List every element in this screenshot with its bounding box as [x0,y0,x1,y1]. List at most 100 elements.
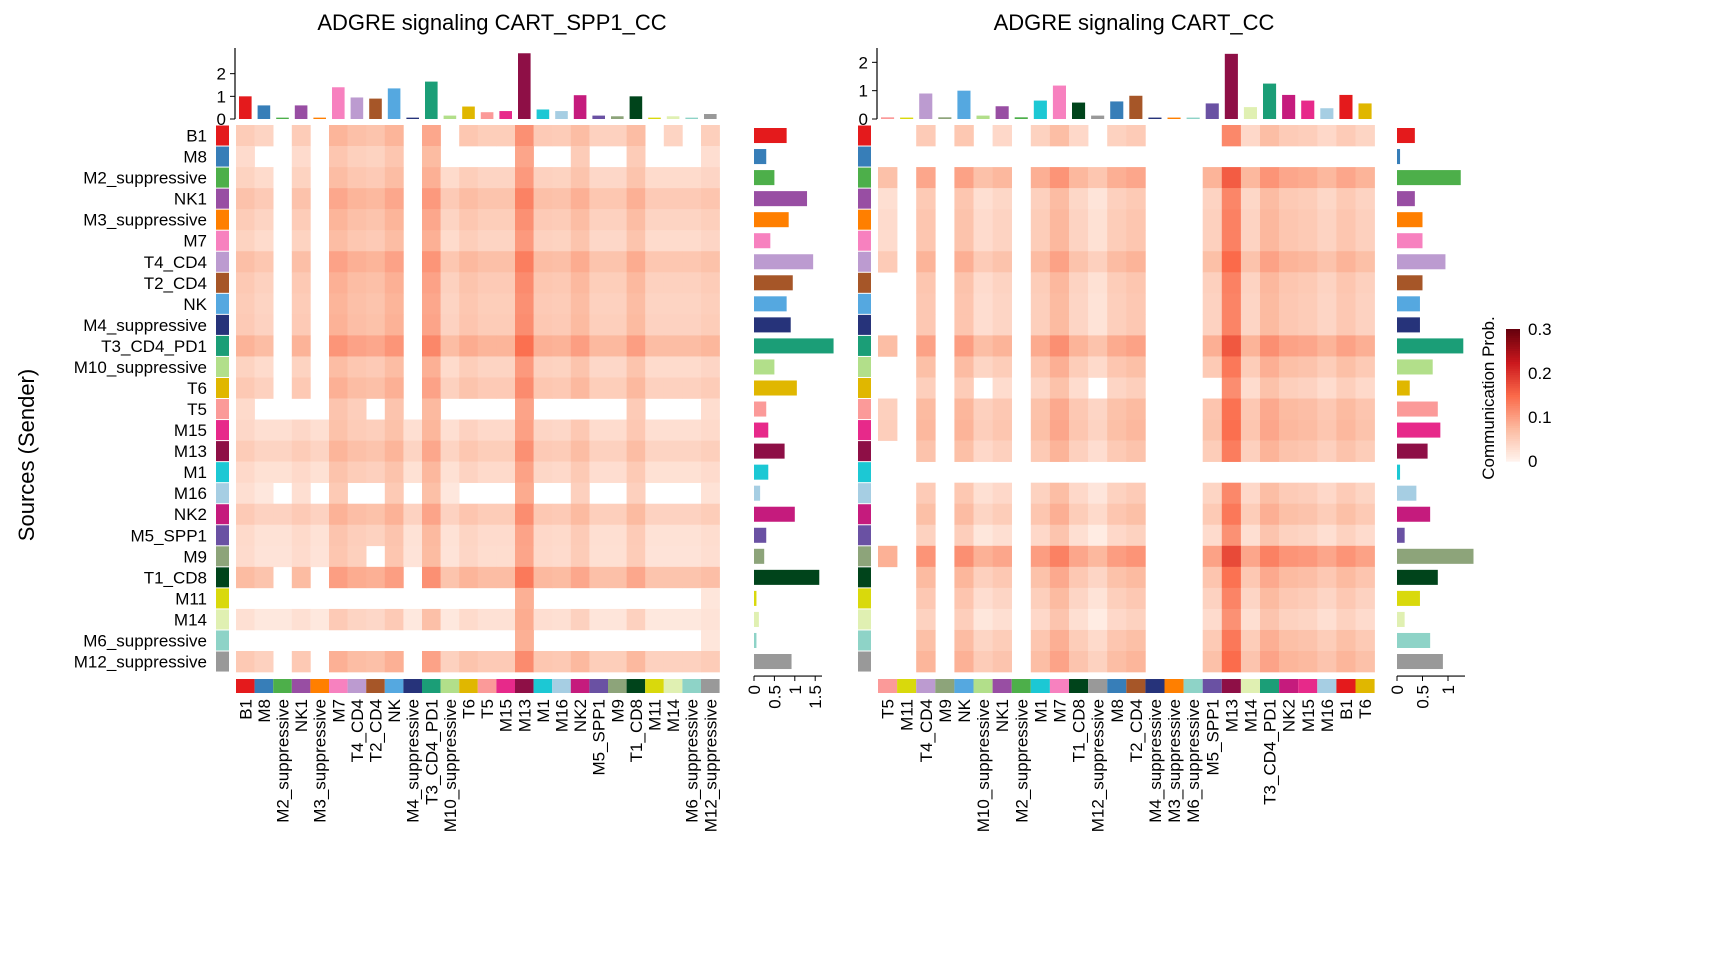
heatmap-cell [515,251,534,273]
heatmap-cell [1355,524,1375,547]
heatmap-cell [347,314,367,336]
heatmap-cell [645,608,665,631]
right-bar [754,464,769,480]
heatmap-cell [515,293,534,315]
right-bar [754,149,767,165]
heatmap-cell [1049,545,1070,568]
heatmap-cell [626,503,646,526]
top-axis-tick-label: 2 [217,65,226,84]
heatmap-cell [1240,377,1261,399]
heatmap-cell [515,461,534,483]
heatmap-cell [701,188,720,210]
heatmap-cell [329,230,348,252]
column-label: M2_suppressive [274,699,293,823]
heatmap-cell [1049,125,1070,147]
heatmap-cell [236,125,255,147]
right-bar [1397,590,1420,606]
top-bar [443,115,457,119]
heatmap-cell [682,503,702,526]
colorbar-segment [1506,344,1520,348]
column-label: M4_suppressive [1146,699,1165,823]
colorbar-segment [1506,421,1520,425]
heatmap-cell [1049,482,1070,505]
heatmap-cell [440,230,460,252]
heatmap-cell [477,251,497,273]
heatmap-cell [1069,566,1089,589]
column-label: NK [385,698,404,722]
column-label: M13 [515,699,534,732]
heatmap-cell [533,651,553,673]
heatmap-cell [1107,335,1127,357]
heatmap-cell [422,503,441,526]
heatmap-cell [533,335,553,357]
heatmap-cell [1088,651,1108,673]
heatmap-cell [916,629,936,652]
heatmap-cell [663,503,683,526]
top-bar [555,111,568,119]
heatmap-cell [366,251,386,273]
heatmap-cell [496,608,516,631]
heatmap-cell [273,524,293,547]
heatmap-cell [663,293,683,315]
heatmap-cell [973,188,993,210]
heatmap-cell [1221,587,1242,610]
heatmap-cell [1260,545,1280,568]
heatmap-cell [291,230,311,252]
column-color-strip [1336,679,1356,693]
heatmap-cell [515,566,534,589]
heatmap-cell [570,503,590,526]
column-color-strip [608,679,627,693]
colorbar-segment [1506,417,1520,420]
heatmap-cell [291,125,311,147]
heatmap-cell [1298,377,1318,399]
heatmap-cell [1202,524,1223,547]
heatmap-cell [682,293,702,315]
heatmap-cell [992,398,1012,420]
top-bar [1243,107,1257,119]
colorbar-segment [1506,399,1520,403]
heatmap-cell [1221,629,1242,652]
heatmap-cell [645,167,665,189]
top-bar [1224,53,1238,120]
heatmap-cell [347,230,367,252]
heatmap-cell [1317,356,1337,378]
heatmap-panel-cart-spp1-cc: ADGRE signaling CART_SPP1_CCB1M8M2_suppr… [74,10,834,832]
heatmap-cell [496,566,516,589]
heatmap-cell [1279,524,1299,547]
heatmap-cell [1260,251,1280,273]
top-bar [592,115,605,119]
row-color-strip [858,588,871,609]
heatmap-cell [1088,209,1108,231]
heatmap-cell [533,188,553,210]
heatmap-cell [992,314,1012,336]
heatmap-cell [1240,188,1261,210]
heatmap-cell [1107,314,1127,336]
right-bar [1397,380,1410,396]
heatmap-cell [459,230,479,252]
heatmap-cell [663,440,683,462]
heatmap-cell [589,272,609,294]
heatmap-cell [916,251,936,273]
heatmap-cell [1317,651,1337,673]
heatmap-cell [663,209,683,231]
heatmap-cell [533,524,553,547]
heatmap-cell [496,356,516,378]
colorbar-segment [1506,329,1520,332]
heatmap-cell [992,651,1012,673]
heatmap-cell [459,293,479,315]
heatmap-cell [701,251,720,273]
heatmap-cell [682,377,702,399]
heatmap-cell [1355,398,1375,420]
heatmap-cell [954,566,974,589]
heatmap-cell [552,608,572,631]
heatmap-cell [291,440,311,462]
heatmap-cell [1049,188,1070,210]
heatmap-cell [682,545,702,568]
heatmap-cell [384,377,404,399]
top-bar [957,90,971,119]
heatmap-cell [1107,629,1127,652]
row-color-strip [216,314,229,335]
heatmap-cell [515,356,534,378]
heatmap-cell [916,566,936,589]
heatmap-cell [701,440,720,462]
